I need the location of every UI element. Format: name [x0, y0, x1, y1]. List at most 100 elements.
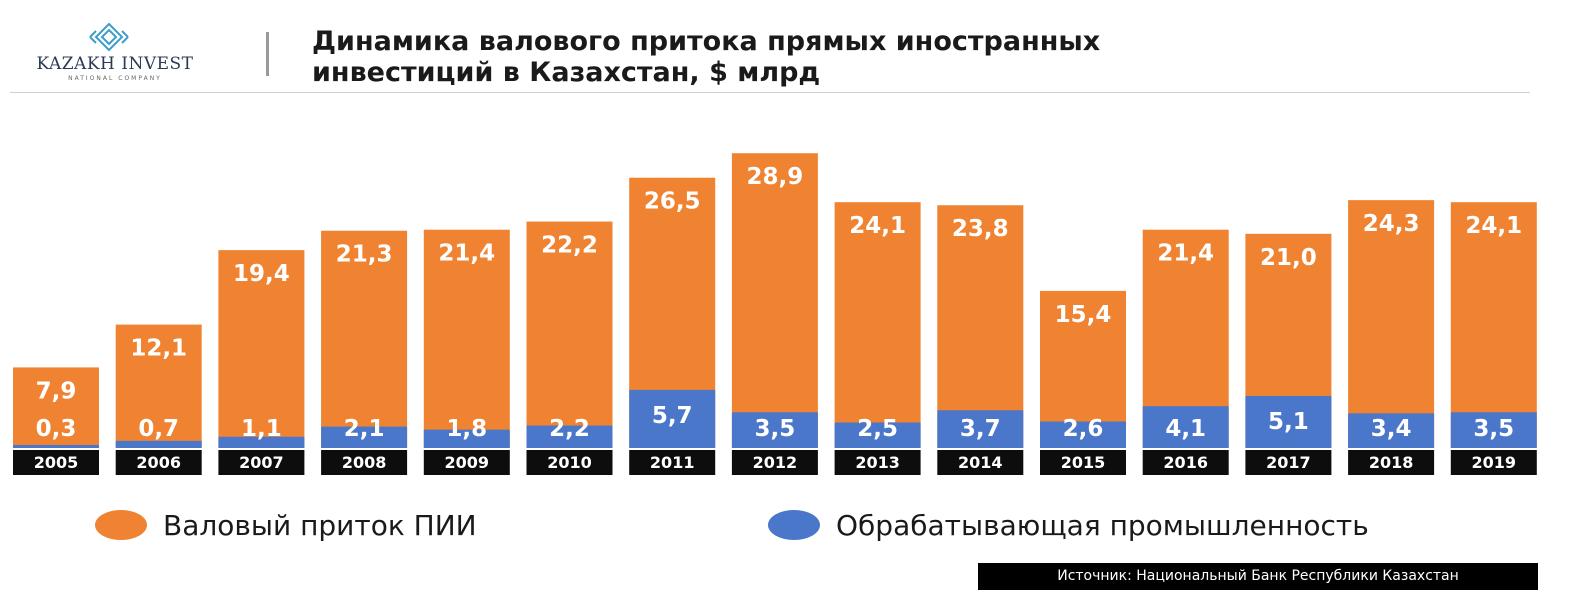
bar-gross-fdi-2008 — [321, 230, 408, 448]
data-label-manufacturing-2007: 1,1 — [241, 416, 282, 442]
data-label-manufacturing-2018: 3,4 — [1371, 416, 1412, 442]
data-label-gross-fdi-2013: 24,1 — [849, 213, 906, 239]
tick-label-2011: 2011 — [650, 453, 695, 472]
tick-label-2018: 2018 — [1369, 453, 1414, 472]
data-label-gross-fdi-2008: 21,3 — [336, 242, 393, 268]
bar-manufacturing-2007 — [218, 436, 305, 448]
data-label-gross-fdi-2007: 19,4 — [233, 261, 290, 287]
data-label-manufacturing-2013: 2,5 — [857, 416, 898, 442]
legend-item-gross-fdi: Валовый приток ПИИ — [95, 505, 477, 545]
year-band-2009 — [423, 450, 510, 475]
bar-manufacturing-2008 — [321, 426, 408, 448]
chart-title: Динамика валового притока прямых иностра… — [312, 26, 1101, 88]
source-note: Источник: Национальный Банк Республики К… — [978, 563, 1538, 590]
year-band-2006 — [115, 450, 202, 475]
bar-manufacturing-2010 — [526, 425, 613, 448]
bar-gross-fdi-2009 — [423, 229, 510, 448]
bar-gross-fdi-2007 — [218, 250, 305, 448]
data-label-gross-fdi-2019: 24,1 — [1465, 213, 1522, 239]
tick-label-2005: 2005 — [34, 453, 79, 472]
bar-gross-fdi-2018 — [1348, 200, 1435, 448]
year-band-2015 — [1040, 450, 1126, 475]
data-label-manufacturing-2009: 1,8 — [446, 416, 487, 442]
bar-manufacturing-2014 — [937, 410, 1024, 448]
data-label-gross-fdi-2016: 21,4 — [1157, 241, 1214, 267]
logo-emblem-icon — [89, 22, 129, 52]
legend-swatch-orange — [95, 510, 147, 540]
data-label-manufacturing-2006: 0,7 — [138, 416, 179, 442]
legend-label-gross-fdi: Валовый приток ПИИ — [163, 508, 477, 542]
header-divider — [266, 32, 269, 76]
data-label-gross-fdi-2009: 21,4 — [438, 241, 495, 267]
bar-gross-fdi-2014 — [937, 205, 1024, 448]
bar-manufacturing-2019 — [1450, 412, 1537, 448]
year-band-2017 — [1245, 450, 1332, 475]
data-label-gross-fdi-2018: 24,3 — [1363, 211, 1420, 237]
data-label-gross-fdi-2010: 22,2 — [541, 233, 598, 259]
legend-swatch-blue — [768, 510, 820, 540]
tick-label-2009: 2009 — [445, 453, 490, 472]
year-band-2005 — [13, 450, 99, 475]
header-rule — [10, 92, 1530, 93]
bar-chart: 2005 7,9 0,3 2006 12,1 0,7 2007 19,4 1,1 2008 21,3… — [13, 153, 1537, 475]
year-band-2007 — [218, 450, 305, 475]
data-label-manufacturing-2008: 2,1 — [344, 416, 385, 442]
tick-label-2017: 2017 — [1266, 453, 1311, 472]
year-band-2008 — [321, 450, 408, 475]
tick-label-2012: 2012 — [753, 453, 798, 472]
year-band-2016 — [1142, 450, 1229, 475]
tick-label-2008: 2008 — [342, 453, 387, 472]
data-label-manufacturing-2014: 3,7 — [960, 416, 1001, 442]
tick-label-2013: 2013 — [855, 453, 900, 472]
tick-label-2010: 2010 — [547, 453, 592, 472]
bar-manufacturing-2018 — [1348, 413, 1435, 448]
bar-gross-fdi-2013 — [834, 202, 921, 448]
tick-label-2015: 2015 — [1061, 453, 1106, 472]
year-band-2019 — [1450, 450, 1537, 475]
data-label-manufacturing-2005: 0,3 — [36, 416, 77, 442]
year-band-2011 — [629, 450, 716, 475]
company-logo: KAZAKH INVEST NATIONAL COMPANY — [10, 22, 210, 88]
bar-gross-fdi-2019 — [1450, 202, 1537, 448]
bar-gross-fdi-2006 — [115, 324, 202, 448]
data-label-manufacturing-2019: 3,5 — [1473, 416, 1514, 442]
data-label-gross-fdi-2006: 12,1 — [130, 336, 187, 362]
data-label-manufacturing-2016: 4,1 — [1165, 416, 1206, 442]
bar-manufacturing-2012 — [731, 412, 818, 448]
logo-text: KAZAKH INVEST — [36, 54, 194, 74]
bar-manufacturing-2009 — [423, 429, 510, 448]
data-label-gross-fdi-2015: 15,4 — [1055, 302, 1112, 328]
bar-manufacturing-2016 — [1142, 406, 1229, 448]
bar-gross-fdi-2012 — [731, 153, 818, 448]
data-label-manufacturing-2010: 2,2 — [549, 416, 590, 442]
tick-label-2007: 2007 — [239, 453, 284, 472]
data-label-gross-fdi-2011: 26,5 — [644, 189, 701, 215]
year-band-2012 — [731, 450, 818, 475]
bar-manufacturing-2006 — [115, 440, 202, 448]
tick-label-2019: 2019 — [1472, 453, 1517, 472]
bar-manufacturing-2013 — [834, 422, 921, 448]
year-band-2018 — [1348, 450, 1435, 475]
bar-gross-fdi-2005 — [13, 367, 99, 448]
data-label-manufacturing-2017: 5,1 — [1268, 409, 1309, 435]
tick-label-2014: 2014 — [958, 453, 1003, 472]
tick-label-2016: 2016 — [1163, 453, 1208, 472]
data-label-manufacturing-2011: 5,7 — [652, 403, 693, 429]
bar-manufacturing-2005 — [13, 444, 99, 448]
year-band-2010 — [526, 450, 613, 475]
data-label-gross-fdi-2017: 21,0 — [1260, 245, 1317, 271]
bar-gross-fdi-2010 — [526, 221, 613, 448]
data-label-gross-fdi-2005: 7,9 — [36, 378, 77, 404]
bar-manufacturing-2011 — [629, 389, 716, 448]
year-band-2014 — [937, 450, 1024, 475]
bar-manufacturing-2015 — [1040, 421, 1126, 448]
data-label-gross-fdi-2014: 23,8 — [952, 216, 1009, 242]
year-band-2013 — [834, 450, 921, 475]
legend-label-manufacturing: Обрабатывающая промышленность — [836, 508, 1369, 542]
bar-manufacturing-2017 — [1245, 395, 1332, 448]
tick-label-2006: 2006 — [136, 453, 181, 472]
data-label-manufacturing-2015: 2,6 — [1063, 416, 1104, 442]
legend-item-manufacturing: Обрабатывающая промышленность — [768, 505, 1369, 545]
data-label-manufacturing-2012: 3,5 — [755, 416, 796, 442]
data-label-gross-fdi-2012: 28,9 — [747, 164, 804, 190]
